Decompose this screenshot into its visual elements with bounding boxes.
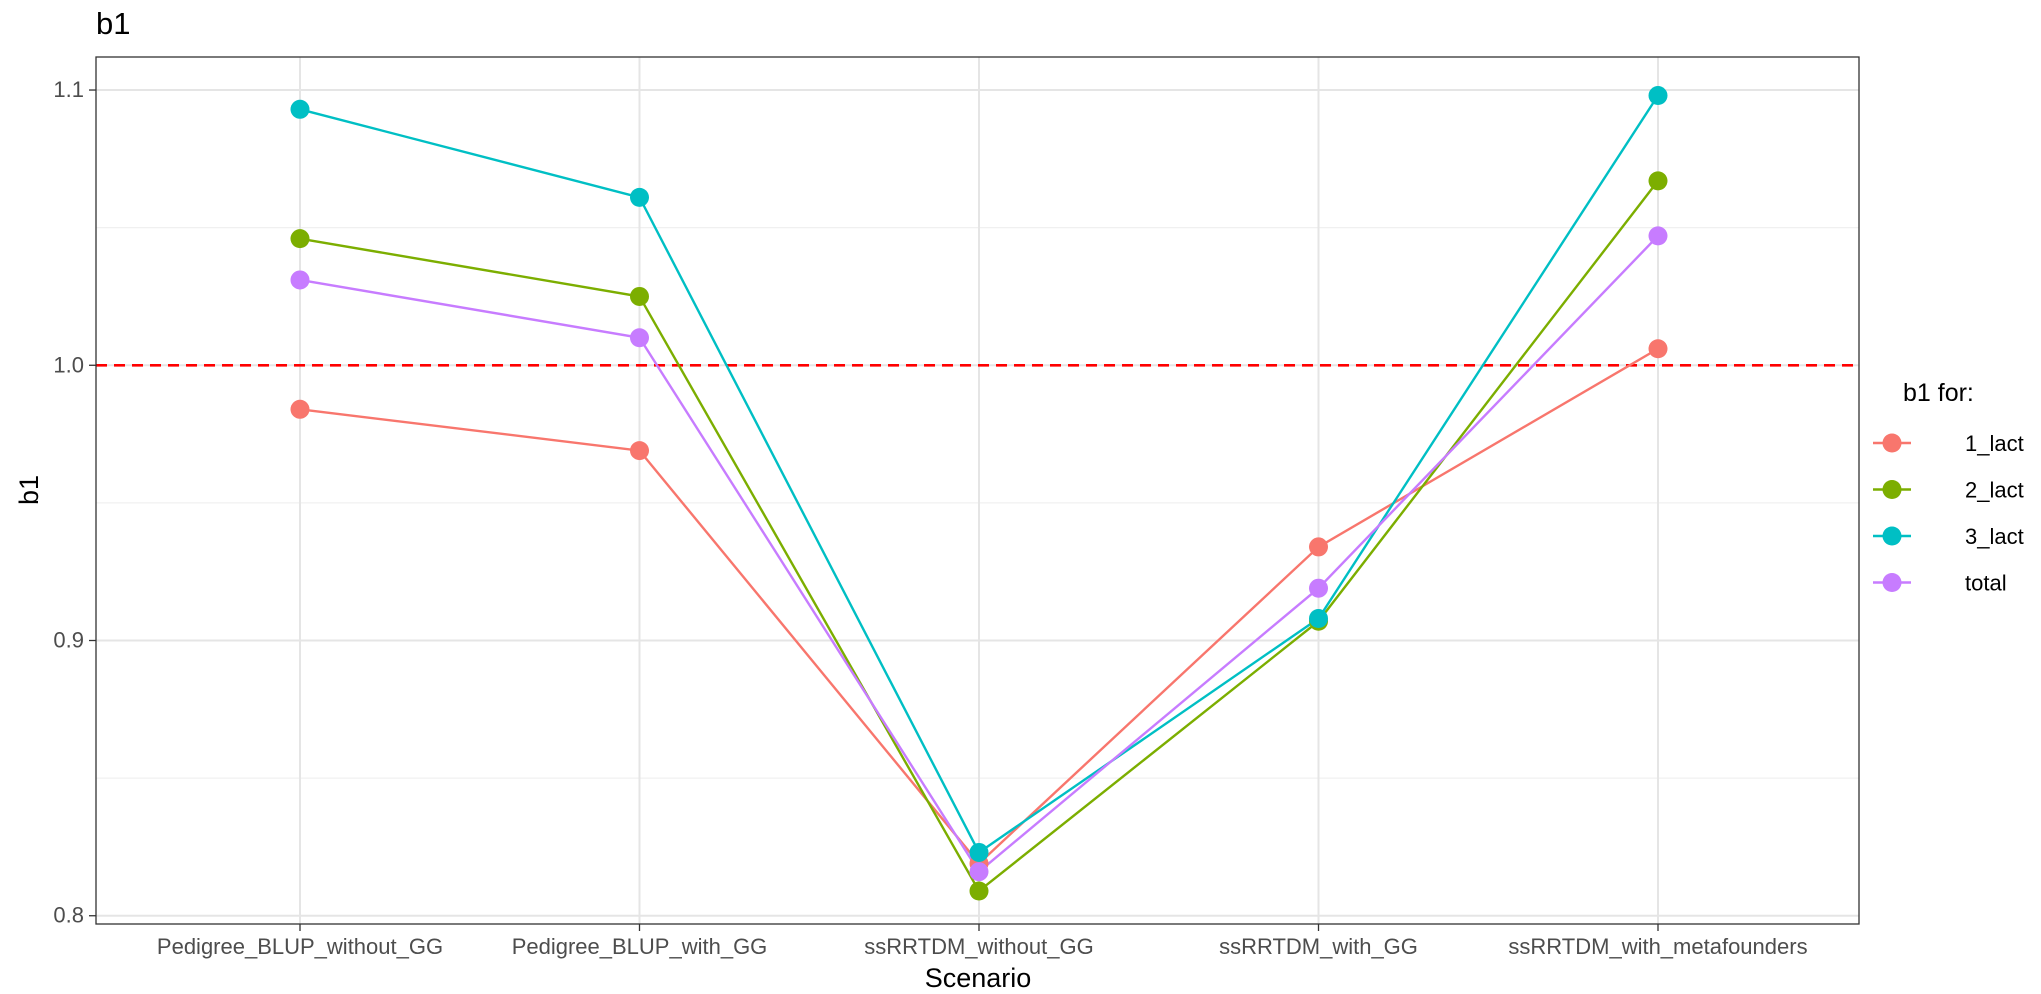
y-tick-label: 1.0 <box>53 352 84 377</box>
data-point-2_lact <box>1648 171 1668 191</box>
y-tick-label: 0.8 <box>53 903 84 928</box>
data-point-1_lact <box>1648 339 1668 359</box>
data-point-2_lact <box>969 881 989 901</box>
data-point-3_lact <box>969 842 989 862</box>
x-tick-label: ssRRTDM_with_metafounders <box>1508 934 1807 959</box>
data-point-3_lact <box>1648 86 1668 106</box>
data-point-1_lact <box>290 399 310 419</box>
data-point-2_lact <box>290 229 310 249</box>
y-tick-label: 0.9 <box>53 628 84 653</box>
data-point-total <box>1648 226 1668 246</box>
chart-title: b1 <box>96 6 130 41</box>
x-axis-title: Scenario <box>925 963 1032 993</box>
x-tick-label: ssRRTDM_with_GG <box>1219 934 1418 959</box>
data-point-total <box>290 270 310 290</box>
data-point-1_lact <box>1309 537 1328 557</box>
x-axis: Pedigree_BLUP_without_GG Pedigree_BLUP_wi… <box>157 924 1808 959</box>
legend-label-2_lact: 2_lact <box>1965 478 2024 503</box>
data-point-3_lact <box>1309 608 1328 628</box>
x-tick-label: ssRRTDM_without_GG <box>864 934 1093 959</box>
data-point-3_lact <box>290 99 310 119</box>
legend-key-point-1_lact <box>1882 433 1902 453</box>
legend-key-point-2_lact <box>1882 480 1902 499</box>
y-tick-label: 1.1 <box>53 77 84 102</box>
legend-key-point-3_lact <box>1882 526 1902 546</box>
plot-panel <box>96 57 1859 924</box>
plot-border <box>95 56 1860 925</box>
legend-label-total: total <box>1965 571 2007 596</box>
data-point-2_lact <box>630 286 649 306</box>
data-point-total <box>630 328 649 348</box>
legend-label-1_lact: 1_lact <box>1965 431 2024 456</box>
series-group <box>290 86 1668 901</box>
legend-key-point-total <box>1882 573 1902 592</box>
data-point-1_lact <box>630 441 649 461</box>
legend-label-3_lact: 3_lact <box>1965 524 2024 549</box>
x-tick-label: Pedigree_BLUP_without_GG <box>157 934 443 959</box>
y-axis: 0.8 0.9 1.0 1.1 <box>53 77 96 928</box>
y-axis-title: b1 <box>14 475 44 505</box>
data-point-3_lact <box>630 187 649 207</box>
legend-title: b1 for: <box>1903 379 1974 407</box>
x-tick-label: Pedigree_BLUP_with_GG <box>512 934 768 959</box>
data-point-total <box>969 862 989 882</box>
data-point-total <box>1309 578 1328 598</box>
